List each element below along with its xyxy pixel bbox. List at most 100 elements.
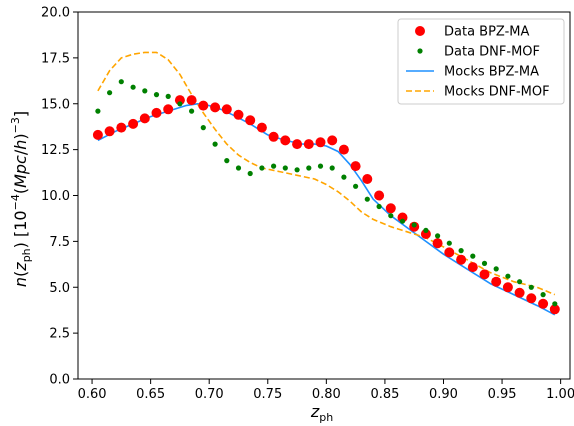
point-data-dnf-mof [376,203,382,210]
x-tick-label: 0.65 [136,387,165,402]
point-data-dnf-mof [212,141,218,147]
point-data-dnf-mof [271,163,277,169]
point-data-dnf-mof [177,101,183,107]
point-data-dnf-mof [493,266,499,272]
series-line-mocks-bpz-ma [97,103,556,316]
point-data-dnf-mof [317,163,324,169]
point-data-bpz-ma [233,109,244,120]
point-data-bpz-ma [315,137,326,148]
point-data-dnf-mof [235,165,242,171]
point-data-bpz-ma [163,104,174,115]
point-data-dnf-mof [95,108,101,114]
x-tick-label: 0.70 [195,387,224,402]
point-data-dnf-mof [353,183,359,189]
point-data-bpz-ma [268,131,279,142]
point-data-dnf-mof [517,279,523,285]
point-data-bpz-ma [385,203,396,214]
point-data-dnf-mof [552,301,558,307]
series-layer [92,51,560,316]
point-data-bpz-ma [116,122,127,133]
point-data-bpz-ma [549,304,560,315]
y-tick-label: 10.0 [41,189,70,204]
x-axis: 0.60 0.65 0.70 0.75 0.80 0.85 0.90 0.95 1.00 [78,379,574,402]
point-data-dnf-mof [505,273,511,279]
point-data-bpz-ma [128,118,139,129]
point-data-bpz-ma [280,135,291,146]
point-data-dnf-mof [435,233,441,239]
point-data-dnf-mof [306,165,312,171]
point-data-bpz-ma [362,174,373,184]
point-data-dnf-mof [224,158,230,164]
point-data-bpz-ma [210,102,221,113]
point-data-bpz-ma [303,139,314,150]
point-data-bpz-ma [151,107,162,118]
y-axis-label: n(zph) [10−4(Mpc/h)−3] [9,111,33,287]
point-data-bpz-ma [174,95,185,106]
point-data-bpz-ma [432,238,443,249]
point-data-dnf-mof [247,170,253,177]
point-data-bpz-ma [502,282,513,293]
point-data-dnf-mof [130,84,136,90]
point-data-dnf-mof [153,92,160,98]
point-data-bpz-ma [479,269,490,280]
legend-label-mocks-dnf-mof: Mocks DNF-MOF [444,85,550,100]
point-data-bpz-ma [467,262,478,273]
point-data-dnf-mof [329,165,335,171]
y-tick-label: 5.0 [49,281,70,296]
x-axis-label: zph [310,402,333,424]
legend-marker-data-bpz-ma [415,26,425,36]
point-data-dnf-mof [458,248,464,254]
legend: Data BPZ-MA Data DNF-MOF Mocks BPZ-MA Mocks… [397,18,565,105]
x-tick-label: 0.60 [78,387,107,402]
point-data-dnf-mof [107,90,113,96]
point-data-bpz-ma [338,144,349,155]
point-data-dnf-mof [259,165,265,171]
point-data-dnf-mof [294,167,300,173]
point-data-dnf-mof [411,222,417,228]
point-data-dnf-mof [341,174,347,180]
point-data-dnf-mof [540,292,546,298]
point-data-dnf-mof [399,218,406,224]
point-data-dnf-mof [470,253,476,259]
point-data-bpz-ma [186,95,197,106]
point-data-bpz-ma [374,190,385,201]
legend-box [397,18,565,105]
legend-label-data-bpz-ma: Data BPZ-MA [444,25,530,40]
point-data-bpz-ma [350,161,361,172]
legend-marker-data-dnf-mof [417,48,423,54]
point-data-dnf-mof [282,165,288,171]
x-tick-label: 1.00 [546,387,574,402]
point-data-bpz-ma [420,229,431,239]
point-data-bpz-ma [221,104,232,115]
x-tick-label: 0.80 [312,387,341,402]
y-tick-label: 2.5 [49,327,70,342]
point-data-dnf-mof [528,284,534,290]
point-data-dnf-mof [481,260,488,266]
y-tick-label: 15.0 [41,97,70,112]
point-data-bpz-ma [444,247,455,258]
legend-label-mocks-bpz-ma: Mocks BPZ-MA [444,65,539,80]
point-data-bpz-ma [139,113,150,124]
point-data-bpz-ma [198,100,209,111]
y-axis: 0.0 2.5 5.0 7.5 10.0 12.5 15.0 17.5 20.0 [41,6,78,388]
x-tick-label: 0.95 [488,387,517,402]
y-tick-label: 12.5 [41,143,70,158]
point-data-dnf-mof [165,93,171,99]
point-data-bpz-ma [514,287,525,298]
point-data-bpz-ma [397,212,408,223]
legend-label-data-dnf-mof: Data DNF-MOF [444,45,540,60]
x-tick-label: 0.90 [429,387,458,402]
point-data-dnf-mof [118,79,124,85]
point-data-bpz-ma [526,293,537,304]
point-data-bpz-ma [245,115,256,126]
point-data-bpz-ma [456,254,467,265]
point-data-dnf-mof [423,227,429,233]
point-data-dnf-mof [446,240,452,246]
point-data-bpz-ma [104,126,115,137]
point-data-bpz-ma [292,139,303,150]
point-data-bpz-ma [538,298,549,309]
x-tick-label: 0.85 [370,387,399,402]
point-data-dnf-mof [388,213,394,219]
x-tick-label: 0.75 [253,387,282,402]
